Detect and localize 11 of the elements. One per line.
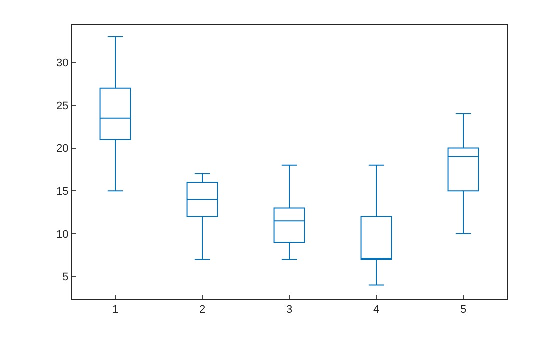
y-tick-label: 30 [56, 58, 69, 70]
x-tick-label: 1 [112, 304, 119, 316]
y-tick-label: 5 [62, 272, 69, 284]
x-tick-label: 3 [286, 304, 293, 316]
x-tick-label: 2 [199, 304, 206, 316]
x-tick-label: 5 [460, 304, 467, 316]
y-tick-label: 10 [56, 228, 69, 241]
y-tick-label: 20 [56, 143, 69, 156]
y-tick-label: 25 [56, 100, 69, 112]
x-tick-label: 4 [373, 304, 380, 316]
y-tick-label: 15 [56, 186, 69, 198]
